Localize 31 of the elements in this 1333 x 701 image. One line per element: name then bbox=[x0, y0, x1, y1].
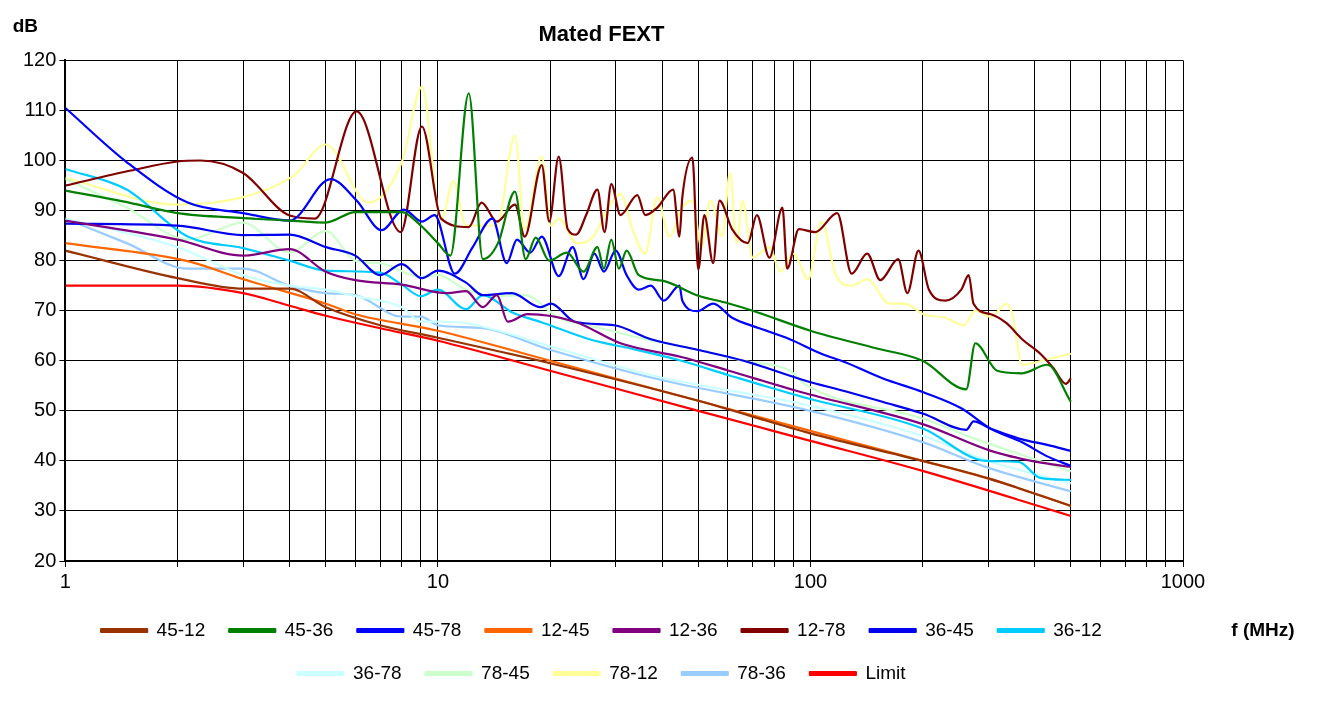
y-tick-label: 120 bbox=[22, 47, 57, 70]
legend-label: 45-78 bbox=[412, 618, 462, 640]
x-tick-label: 10 bbox=[426, 569, 450, 592]
y-tick-label: 20 bbox=[34, 548, 57, 571]
legend-label: 36-78 bbox=[353, 661, 402, 683]
x-tick-label: 100 bbox=[793, 569, 828, 592]
x-tick-label: 1 bbox=[59, 569, 71, 592]
legend-label: 45-36 bbox=[284, 618, 334, 640]
y-tick-label: 60 bbox=[34, 348, 57, 371]
legend-label: 12-45 bbox=[540, 618, 590, 640]
y-tick-label: 70 bbox=[34, 298, 57, 321]
x-axis-title: f (MHz) bbox=[1231, 619, 1295, 641]
legend-label: 78-45 bbox=[481, 661, 530, 683]
legend-label: 12-78 bbox=[797, 618, 846, 640]
y-tick-label: 90 bbox=[34, 198, 57, 221]
legend-label: 45-12 bbox=[156, 618, 206, 640]
legend-label: 78-12 bbox=[609, 661, 658, 683]
y-axis-title: dB bbox=[12, 15, 39, 37]
chart-title: Mated FEXT bbox=[538, 21, 666, 47]
legend-label: 36-12 bbox=[1053, 618, 1102, 640]
legend-label: Limit bbox=[865, 661, 907, 683]
y-tick-label: 30 bbox=[34, 498, 57, 521]
legend-label: 12-36 bbox=[669, 618, 718, 640]
y-tick-label: 50 bbox=[34, 398, 57, 421]
y-tick-label: 100 bbox=[22, 148, 57, 171]
legend-label: 36-45 bbox=[925, 618, 974, 640]
y-tick-label: 110 bbox=[24, 97, 57, 120]
y-tick-label: 40 bbox=[34, 448, 57, 471]
x-tick-label: 1000 bbox=[1160, 569, 1206, 592]
y-tick-label: 80 bbox=[34, 248, 57, 271]
legend-label: 78-36 bbox=[737, 661, 786, 683]
